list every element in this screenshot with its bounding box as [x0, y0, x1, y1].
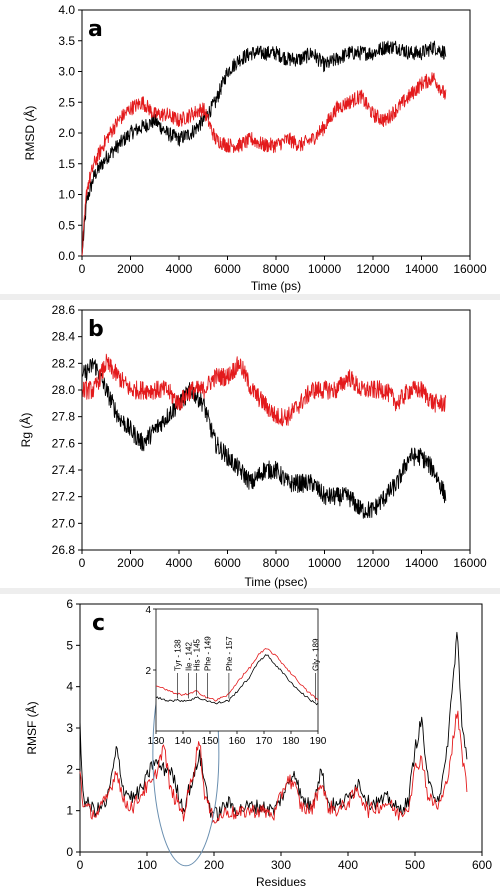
- series-line-2: [81, 72, 447, 257]
- y-tick-label: 27.2: [52, 490, 76, 504]
- y-tick-label: 27.0: [52, 516, 76, 530]
- series-line-1: [81, 358, 447, 519]
- panel-letter: b: [88, 317, 104, 342]
- y-tick-label: 1.0: [58, 188, 75, 202]
- y-tick-label: 2.5: [58, 95, 75, 109]
- y-tick-label: 1: [66, 804, 73, 818]
- x-tick-label: 0: [79, 556, 86, 570]
- series-line-2: [79, 710, 468, 824]
- inset-frame: [155, 608, 319, 732]
- x-tick-label: 8000: [263, 262, 290, 276]
- x-tick-label: 100: [137, 858, 157, 872]
- x-tick-label: 4000: [166, 262, 193, 276]
- y-tick-label: 1.5: [58, 157, 75, 171]
- x-tick-label: 10000: [308, 262, 342, 276]
- x-tick-label: 12000: [356, 556, 390, 570]
- x-axis-title: Time (psec): [245, 575, 308, 589]
- panel-letter: a: [88, 17, 103, 42]
- inset-residue-label: Gly - 189: [311, 638, 320, 671]
- y-tick-label: 27.8: [52, 410, 76, 424]
- y-tick-label: 28.2: [52, 356, 76, 370]
- y-tick-label: 26.8: [52, 543, 76, 557]
- inset-residue-label: Phe - 149: [203, 636, 212, 671]
- x-tick-label: 500: [405, 858, 425, 872]
- inset-x-tick-label: 170: [256, 736, 273, 747]
- inset-x-tick-label: 130: [148, 736, 165, 747]
- x-tick-label: 14000: [405, 556, 439, 570]
- x-tick-label: 600: [472, 858, 492, 872]
- inset-x-tick-label: 140: [175, 736, 192, 747]
- series-line-1: [81, 40, 447, 257]
- y-tick-label: 28.4: [52, 330, 76, 344]
- inset-x-tick-label: 190: [310, 736, 327, 747]
- x-tick-label: 200: [204, 858, 224, 872]
- inset-chart: 130 140 150 160 170 180 190 2 4 Tyr - 138 Ile - 14…: [145, 605, 326, 747]
- plot-frame: [81, 309, 471, 551]
- y-tick-label: 6: [66, 597, 73, 611]
- x-tick-label: 0: [79, 262, 86, 276]
- y-tick-label: 3.0: [58, 65, 75, 79]
- series-line-1: [79, 631, 468, 822]
- y-tick-label: 0: [66, 845, 73, 859]
- inset-series-line-1: [155, 654, 319, 706]
- panel-letter: c: [92, 611, 105, 636]
- y-tick-label: 0.5: [58, 218, 75, 232]
- x-tick-label: 2000: [117, 556, 144, 570]
- x-tick-label: 16000: [453, 262, 487, 276]
- x-tick-label: 2000: [117, 262, 144, 276]
- inset-series-line-2: [155, 648, 319, 702]
- inset-residue-label: Tyr - 138: [174, 639, 183, 671]
- panel-separator: [0, 588, 500, 594]
- y-tick-label: 27.4: [52, 463, 76, 477]
- y-tick-label: 4: [66, 680, 73, 694]
- y-tick-label: 4.0: [58, 3, 75, 17]
- x-tick-label: 16000: [453, 556, 487, 570]
- inset-residue-label: Ile - 142: [184, 642, 193, 671]
- x-tick-label: 12000: [356, 262, 390, 276]
- chart-panel-a: 0 2000 4000 6000 8000 10000 12000 14000 16000 0.0…: [22, 3, 487, 293]
- x-axis-title: Time (ps): [251, 279, 301, 293]
- x-tick-label: 6000: [214, 556, 241, 570]
- y-tick-label: 28.6: [52, 303, 76, 317]
- inset-x-tick-label: 160: [229, 736, 246, 747]
- y-tick-label: 3: [66, 721, 73, 735]
- y-axis-title: RMSF (Å): [24, 701, 39, 754]
- y-axis-title: Rg (Å): [18, 413, 33, 448]
- inset-y-tick-label: 2: [145, 666, 151, 677]
- x-tick-label: 10000: [308, 556, 342, 570]
- panel-separator: [0, 294, 500, 300]
- x-tick-label: 4000: [166, 556, 193, 570]
- inset-residue-label: Phe - 157: [225, 636, 234, 671]
- y-axis-title: RMSD (Å): [22, 106, 37, 161]
- x-tick-label: 400: [338, 858, 358, 872]
- x-tick-label: 0: [77, 858, 84, 872]
- inset-residue-label: His - 145: [193, 638, 202, 671]
- y-tick-label: 2.0: [58, 126, 75, 140]
- x-axis-title: Residues: [256, 875, 306, 889]
- inset-y-tick-label: 4: [145, 605, 151, 616]
- inset-x-tick-label: 180: [283, 736, 300, 747]
- inset-x-tick-label: 150: [202, 736, 219, 747]
- y-tick-label: 5: [66, 638, 73, 652]
- x-tick-label: 6000: [214, 262, 241, 276]
- y-tick-label: 3.5: [58, 34, 75, 48]
- chart-panel-c: 0 100 200 300 400 500 600 0 1 2 3 4 5 6 Residues RMSF (…: [24, 597, 492, 889]
- y-tick-label: 28.0: [52, 383, 76, 397]
- x-tick-label: 8000: [263, 556, 290, 570]
- y-tick-label: 0.0: [58, 249, 75, 263]
- y-tick-label: 27.6: [52, 436, 76, 450]
- y-tick-label: 2: [66, 762, 73, 776]
- series-line-2: [81, 353, 447, 427]
- x-tick-label: 14000: [405, 262, 439, 276]
- x-tick-label: 300: [271, 858, 291, 872]
- chart-panel-b: 0 2000 4000 6000 8000 10000 12000 14000 16000 26.…: [18, 303, 487, 589]
